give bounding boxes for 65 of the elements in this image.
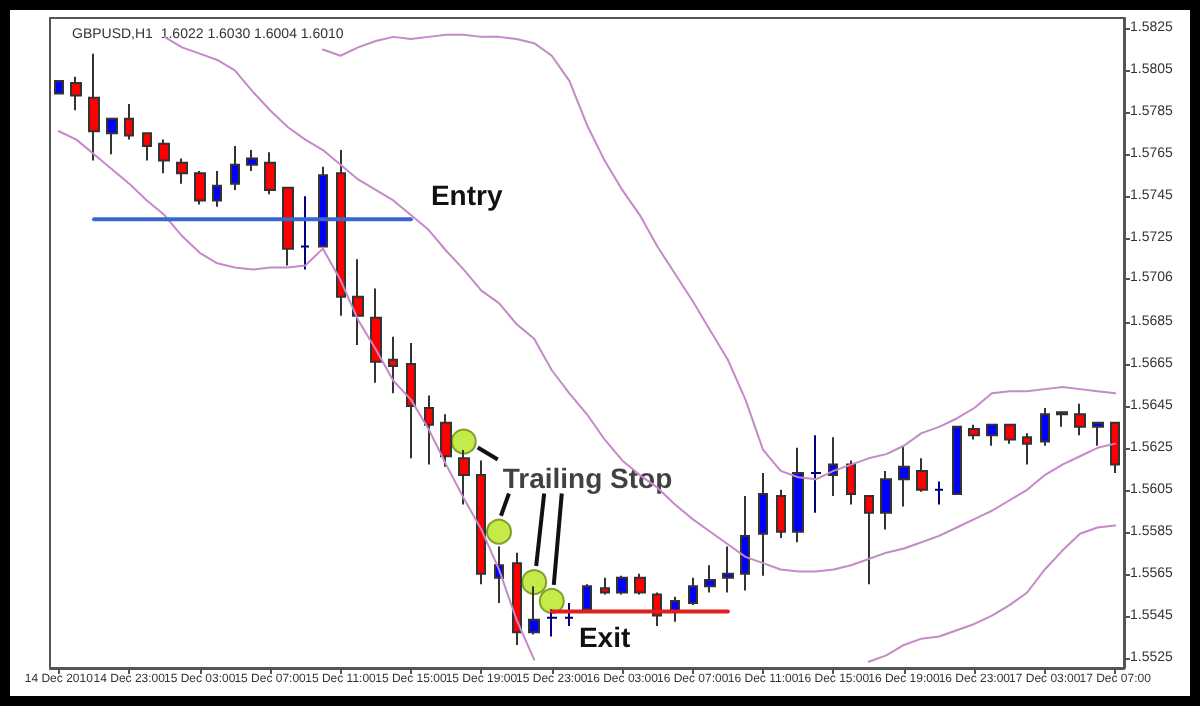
candlestick bbox=[528, 585, 540, 636]
candlestick bbox=[616, 574, 628, 596]
candlestick bbox=[704, 564, 716, 594]
candlestick bbox=[776, 488, 786, 539]
candlestick bbox=[212, 170, 222, 208]
candlestick bbox=[246, 149, 258, 173]
candlestick bbox=[352, 258, 364, 347]
candlestick bbox=[722, 545, 734, 594]
candlestick bbox=[600, 576, 610, 596]
line-series bbox=[163, 35, 1117, 573]
candlestick bbox=[792, 446, 804, 544]
candlestick bbox=[546, 608, 558, 638]
candlestick bbox=[1022, 432, 1032, 466]
candlestick bbox=[1040, 407, 1050, 447]
candlestick bbox=[1074, 402, 1086, 437]
candlestick bbox=[986, 423, 998, 447]
candlestick bbox=[158, 138, 170, 175]
point bbox=[538, 587, 565, 614]
candlestick bbox=[582, 583, 592, 611]
candlestick bbox=[1110, 421, 1120, 474]
candlestick bbox=[952, 425, 962, 495]
candlestick bbox=[264, 151, 276, 196]
candlestick bbox=[106, 117, 118, 156]
candlestick bbox=[476, 459, 486, 586]
candlestick bbox=[1004, 423, 1016, 445]
candlestick bbox=[424, 394, 434, 466]
candlestick bbox=[898, 444, 910, 508]
candlestick bbox=[916, 457, 928, 493]
point bbox=[485, 518, 512, 545]
series-label: Entry bbox=[430, 179, 503, 212]
candlestick bbox=[758, 472, 768, 577]
candlestick bbox=[300, 195, 310, 271]
candlestick bbox=[864, 495, 874, 586]
candlestick bbox=[968, 423, 980, 441]
candlestick bbox=[688, 576, 698, 607]
candlestick bbox=[54, 79, 64, 95]
point bbox=[450, 428, 477, 455]
candlestick bbox=[880, 469, 892, 531]
candlestick bbox=[458, 448, 470, 506]
candlestick bbox=[828, 436, 838, 498]
candlestick bbox=[88, 52, 100, 162]
candlestick bbox=[440, 413, 452, 468]
candlestick bbox=[564, 602, 574, 628]
candlestick bbox=[176, 157, 188, 185]
candlestick bbox=[336, 149, 346, 317]
candlestick bbox=[282, 186, 294, 267]
candlestick bbox=[370, 287, 382, 384]
candlestick bbox=[70, 75, 82, 112]
candlestick bbox=[124, 102, 134, 141]
candlestick bbox=[512, 551, 522, 646]
candlestick bbox=[194, 170, 206, 206]
candlestick bbox=[810, 434, 822, 514]
candlestick bbox=[388, 335, 398, 395]
candlestick bbox=[740, 495, 750, 592]
point bbox=[521, 569, 548, 596]
candlestick bbox=[846, 459, 856, 506]
candlestick bbox=[318, 165, 328, 248]
candlestick bbox=[1092, 421, 1104, 447]
candlestick bbox=[934, 480, 944, 506]
series-label: Exit bbox=[578, 621, 631, 654]
candlestick bbox=[634, 572, 646, 596]
candlestick bbox=[230, 144, 240, 191]
candlestick bbox=[406, 342, 416, 460]
candlestick bbox=[142, 132, 152, 162]
candlestick bbox=[1056, 411, 1068, 428]
